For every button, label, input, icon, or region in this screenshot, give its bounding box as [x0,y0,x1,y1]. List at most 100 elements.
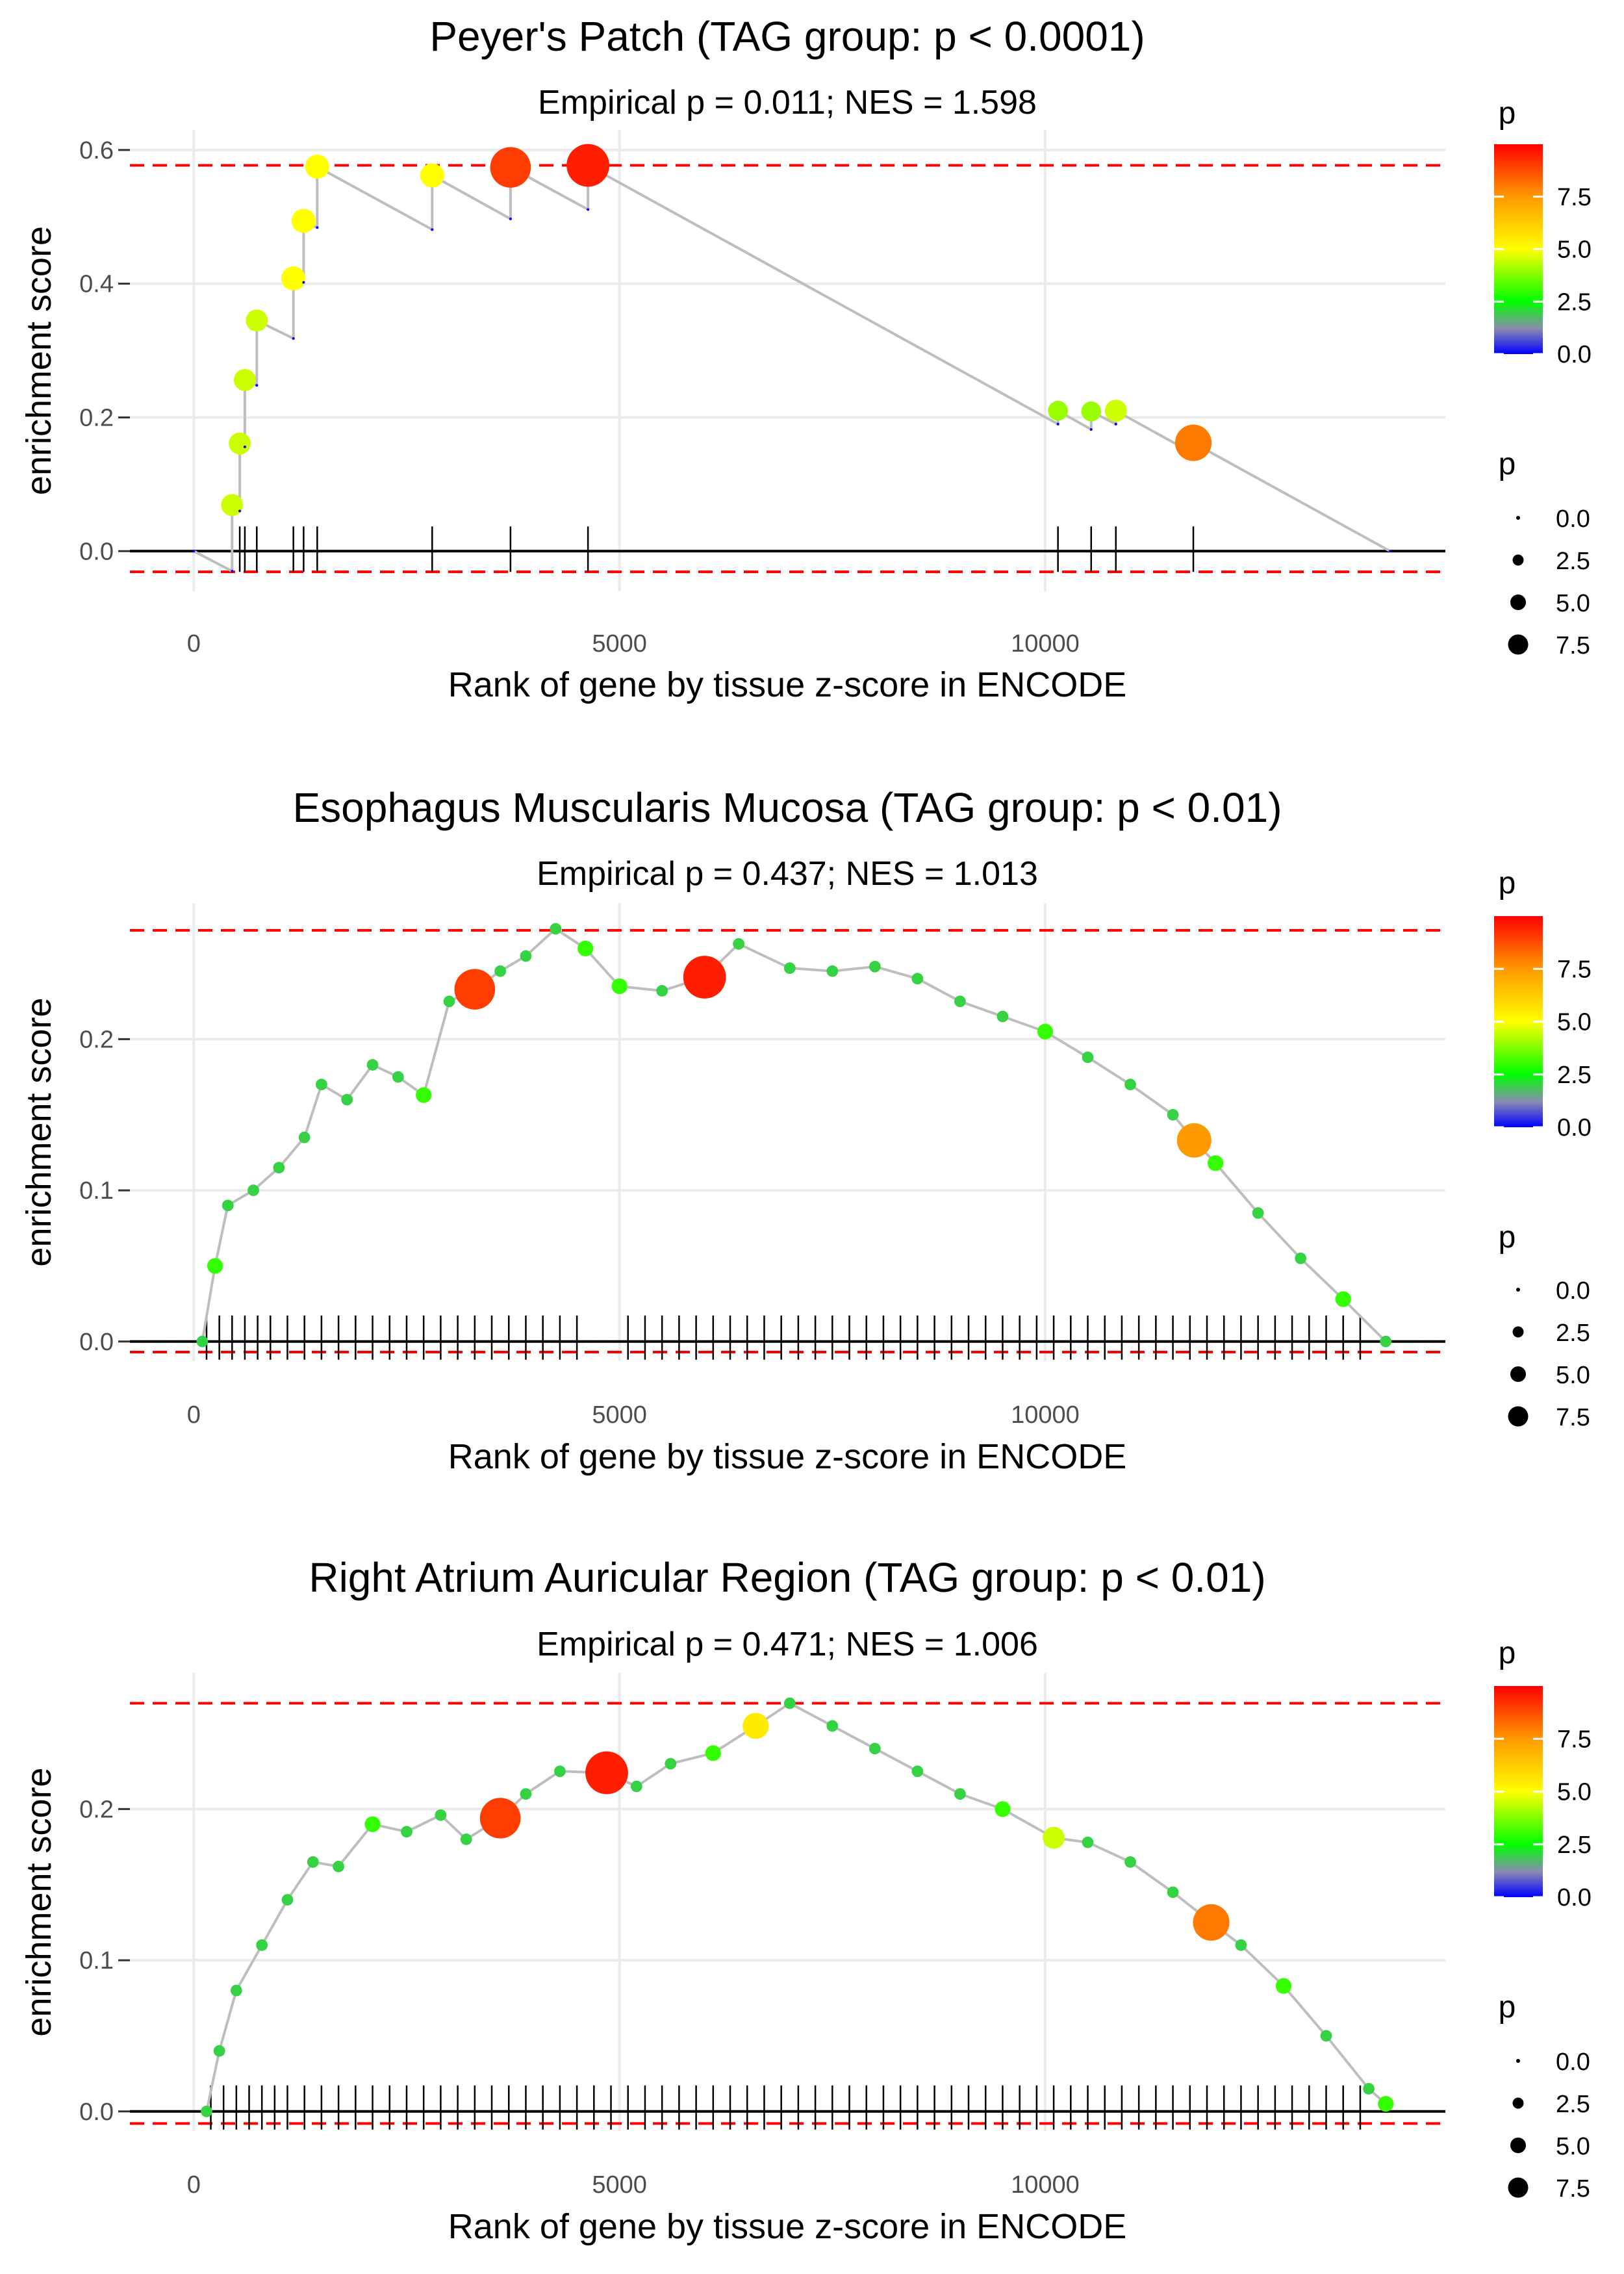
enrichment-point [1043,1826,1065,1849]
size-legend-label: 0.0 [1556,505,1590,533]
enrichment-point [1082,1836,1094,1848]
enrichment-point [230,1984,242,1997]
enrichment-point [630,1780,642,1793]
enrichment-point [1193,1904,1230,1941]
enrichment-point [1176,1123,1212,1158]
color-legend-label: 5.0 [1557,1009,1592,1036]
size-legend-dot [1516,1288,1520,1292]
y-tick-label: 0.1 [79,1947,114,1974]
color-legend-label: 7.5 [1557,1726,1592,1753]
enrichment-point [826,965,839,977]
enrichment-point [431,228,434,231]
size-legend-dot [1510,2138,1526,2153]
enrichment-point [783,962,796,974]
enrichment-point [255,384,259,387]
enrichment-point [435,1809,447,1821]
chart-title: Right Atrium Auricular Region (TAG group… [309,1554,1265,1601]
y-axis-label: enrichment score [19,997,58,1266]
size-legend-dot [1508,2177,1529,2198]
enrichment-point [587,208,590,211]
size-legend-title: p [1499,1220,1516,1255]
color-legend-label: 0.0 [1557,341,1592,368]
enrichment-point [995,1801,1011,1817]
enrichment-point [420,163,444,188]
enrichment-point [243,445,246,448]
size-legend-dot [1516,516,1520,520]
y-tick-label: 0.6 [79,137,114,164]
enrichment-point [213,2045,225,2057]
x-tick-label: 5000 [592,1401,647,1429]
enrichment-point [1174,424,1212,461]
enrichment-point [1089,428,1093,431]
size-legend-label: 5.0 [1556,1362,1590,1389]
enrichment-point [520,1788,532,1800]
chart-panel-1: Peyer's Patch (TAG group: p < 0.0001) Emp… [19,13,1592,704]
color-legend-title: p [1499,1636,1516,1670]
x-tick-label: 0 [187,2171,201,2199]
enrichment-point [1363,2082,1375,2095]
x-tick-label: 5000 [592,630,647,658]
y-tick-label: 0.0 [79,538,114,565]
enrichment-point [1295,1252,1307,1264]
enrichment-point [1104,400,1127,422]
enrichment-point [1388,550,1391,553]
enrichment-point [665,1757,677,1770]
enrichment-point [401,1826,412,1838]
chart-panel-3: Right Atrium Auricular Region (TAG group… [19,1554,1592,2246]
enrichment-point [221,494,244,517]
color-legend-label: 7.5 [1557,956,1592,983]
color-legend-label: 0.0 [1557,1884,1592,1911]
y-tick-label: 0.0 [79,1329,114,1356]
enrichment-point [256,1939,268,1951]
enrichment-point [1114,422,1117,426]
size-legend-dot [1508,1406,1529,1427]
x-tick-label: 0 [187,1401,201,1429]
enrichment-point [954,1788,966,1800]
chart-title: Peyer's Patch (TAG group: p < 0.0001) [429,13,1145,60]
enrichment-point [454,969,496,1010]
enrichment-point [366,1059,379,1071]
enrichment-point [1335,1291,1351,1307]
enrichment-point [307,1856,319,1868]
y-axis-label: enrichment score [19,226,58,495]
enrichment-point [281,1894,294,1906]
color-legend-label: 5.0 [1557,1779,1592,1806]
enrichment-point [298,1131,311,1143]
size-legend-dot [1512,554,1524,566]
enrichment-point [302,281,305,284]
x-tick-label: 10000 [1011,630,1080,658]
size-legend-label: 7.5 [1556,2175,1590,2203]
enrichment-point [291,209,316,233]
color-legend-label: 2.5 [1557,1062,1592,1089]
color-legend-title: p [1499,866,1516,901]
enrichment-point [247,1184,259,1196]
size-legend-dot [1512,2097,1524,2109]
size-legend-label: 2.5 [1556,1320,1590,1347]
enrichment-point [1124,1079,1136,1091]
color-legend-title: p [1499,96,1516,131]
enrichment-point [364,1816,381,1832]
enrichment-point [1124,1856,1136,1868]
enrichment-point [1167,1108,1179,1121]
enrichment-point [392,1071,404,1083]
enrichment-point [869,1743,881,1755]
y-tick-label: 0.0 [79,2099,114,2126]
enrichment-point [238,509,242,513]
chart-subtitle: Empirical p = 0.471; NES = 1.006 [537,1626,1038,1663]
color-legend-label: 7.5 [1557,184,1592,211]
enrichment-point [550,923,562,935]
enrichment-point [1037,1023,1054,1040]
size-legend-label: 7.5 [1556,632,1590,659]
size-legend-dot [1516,2059,1520,2063]
enrichment-point [281,266,306,290]
enrichment-point [611,978,628,995]
chart-panel-2: Esophagus Muscularis Mucosa (TAG group: … [19,784,1592,1476]
x-axis-label: Rank of gene by tissue z-score in ENCODE [448,2207,1126,2246]
chart-subtitle: Empirical p = 0.437; NES = 1.013 [537,855,1038,893]
enrichment-point [520,950,532,962]
y-axis-label: enrichment score [19,1767,58,2036]
enrichment-point [1056,422,1059,426]
enrichment-point [316,1079,327,1091]
enrichment-point [656,985,668,997]
enrichment-point [1082,1051,1094,1064]
